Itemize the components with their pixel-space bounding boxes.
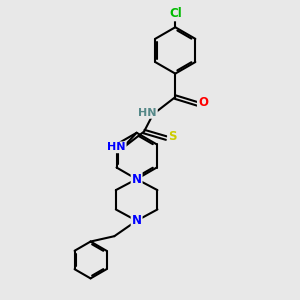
Text: Cl: Cl: [169, 8, 182, 20]
Text: S: S: [168, 130, 176, 143]
Text: N: N: [132, 214, 142, 227]
Text: HN: HN: [107, 142, 126, 152]
Text: O: O: [198, 96, 208, 109]
Text: HN: HN: [138, 108, 157, 118]
Text: N: N: [132, 172, 142, 186]
